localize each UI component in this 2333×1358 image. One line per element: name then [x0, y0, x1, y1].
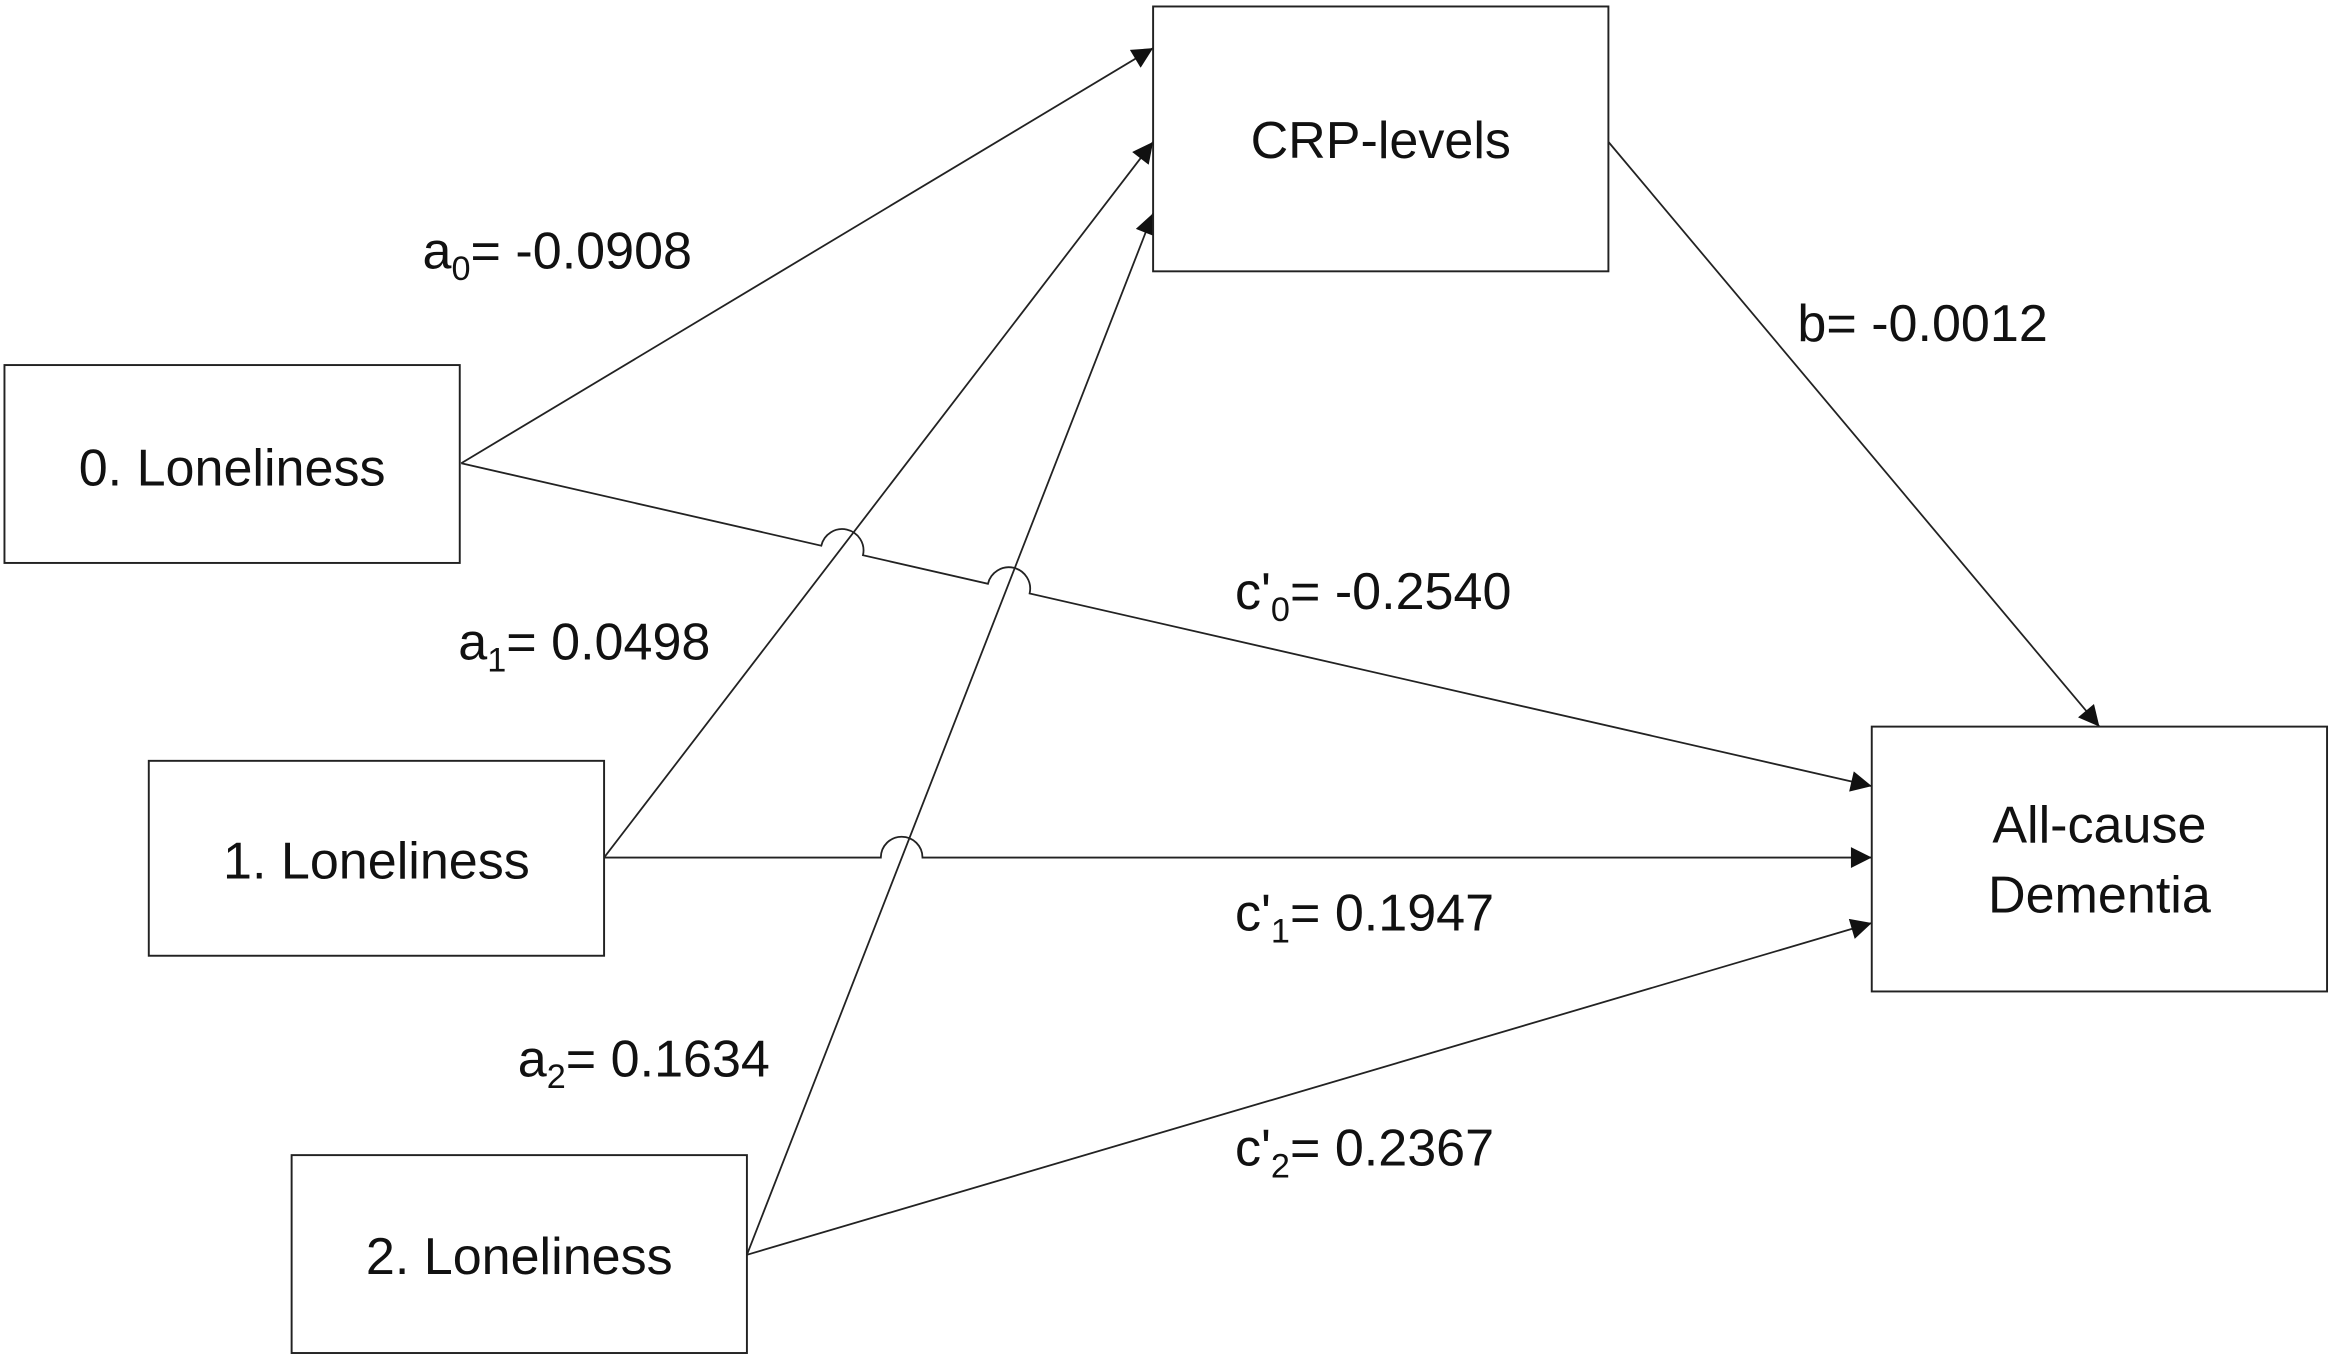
edge-c2: [746, 918, 1873, 1256]
edge-a2: [746, 212, 1156, 1256]
edge-c0: [461, 462, 1872, 792]
edge-b: [1607, 141, 2101, 728]
label-c2: c'2= 0.2367: [1235, 1120, 1494, 1186]
node-all-cause-dementia: All-cause Dementia: [1870, 725, 2329, 993]
node-label: 1. Loneliness: [223, 832, 530, 890]
label-b: b= -0.0012: [1797, 295, 2047, 353]
label-a2: a2= 0.1634: [518, 1030, 770, 1096]
node-label: CRP-levels: [1251, 112, 1511, 170]
edge-a1: [603, 141, 1154, 859]
node-loneliness-1: 1. Loneliness: [147, 759, 606, 957]
label-a0: a0= -0.0908: [423, 222, 692, 288]
node-loneliness-0: 0. Loneliness: [3, 364, 461, 564]
edge-c1: [604, 835, 1872, 868]
label-c0: c'0= -0.2540: [1235, 563, 1511, 629]
node-label-line1: All-cause: [1992, 797, 2206, 855]
node-crp-levels: CRP-levels: [1152, 5, 1610, 273]
label-a1: a1= 0.0498: [458, 614, 710, 680]
node-loneliness-2: 2. Loneliness: [290, 1154, 748, 1354]
node-label-line2: Dementia: [1988, 867, 2211, 925]
edge-a0: [460, 47, 1154, 465]
node-label: 2. Loneliness: [366, 1228, 673, 1286]
node-label: 0. Loneliness: [79, 440, 386, 498]
label-c1: c'1= 0.1947: [1235, 884, 1494, 950]
